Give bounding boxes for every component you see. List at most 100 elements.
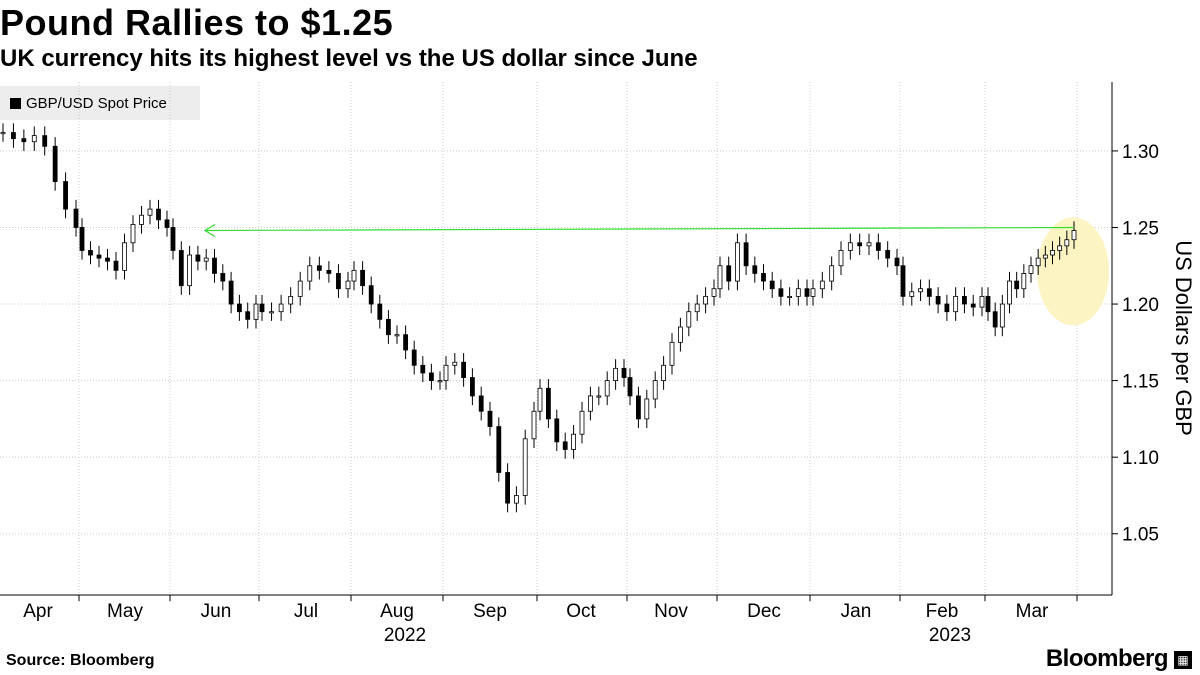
- candle-body: [761, 273, 766, 282]
- candle-body: [31, 135, 37, 143]
- candle-body: [505, 472, 511, 504]
- bloomberg-logo: Bloomberg: [1045, 645, 1169, 672]
- candle-body: [88, 250, 93, 256]
- candle-body: [571, 433, 576, 450]
- x-tick-label: Feb: [926, 601, 959, 622]
- y-axis-title: US Dollars per GBP: [1171, 240, 1196, 436]
- candle-body: [79, 227, 85, 251]
- candle-body: [678, 326, 683, 343]
- candle-body: [411, 349, 417, 366]
- candle-body: [203, 257, 209, 262]
- candle-body: [487, 410, 493, 427]
- candle-body: [522, 438, 528, 496]
- candle-body: [42, 135, 48, 147]
- candle-body: [496, 426, 502, 473]
- x-tick-label: Jul: [294, 601, 318, 622]
- candle-body: [147, 208, 153, 216]
- candle-body: [0, 132, 6, 135]
- candle-body: [885, 250, 891, 259]
- candle-body: [420, 364, 426, 374]
- highlight-circle: [1037, 217, 1109, 326]
- arrow-head: [203, 223, 216, 237]
- candle-body: [829, 265, 835, 282]
- highlight-layer: [1037, 217, 1109, 326]
- candle-body: [644, 398, 650, 420]
- candle-body: [195, 254, 201, 262]
- candle-body: [579, 410, 585, 435]
- x-tick-label: Nov: [654, 601, 688, 622]
- candle-body: [588, 395, 593, 412]
- tick-labels: 1.30 1.25 1.20 1.15 1.10 1.05 Apr May Jun Jul Aug S…: [23, 142, 1196, 646]
- candle-body: [105, 257, 110, 262]
- y-tick-label: 1.20: [1122, 295, 1159, 316]
- candle-body: [73, 208, 79, 228]
- candle-body: [918, 288, 923, 293]
- candle-body: [669, 341, 675, 366]
- y-tick-label: 1.10: [1122, 448, 1159, 469]
- candle-body: [838, 250, 844, 267]
- candle-body: [11, 132, 16, 140]
- candle-body: [385, 318, 391, 336]
- candle-body: [979, 295, 985, 308]
- candle-body: [170, 227, 176, 251]
- candle-body: [269, 311, 274, 314]
- candle-body: [164, 219, 170, 228]
- candle-body: [403, 334, 409, 351]
- candle-body: [857, 242, 863, 247]
- x-tick-label: Oct: [566, 601, 596, 622]
- year-label: 2022: [384, 625, 426, 646]
- candle-body: [537, 387, 543, 412]
- candle-body: [652, 380, 658, 400]
- candle-body: [469, 377, 475, 397]
- annotation-layer: [203, 223, 1075, 237]
- legend-swatch: [10, 97, 21, 109]
- candle-body: [613, 367, 618, 382]
- candle-body: [253, 303, 259, 320]
- candle-body: [360, 269, 366, 287]
- candle-body: [351, 269, 357, 282]
- candle-body: [953, 295, 959, 313]
- candle-body: [1028, 265, 1034, 274]
- candle-body: [819, 280, 825, 290]
- candle-body: [999, 303, 1005, 328]
- candle-body: [769, 280, 775, 290]
- year-label: 2023: [929, 625, 971, 646]
- arrow-line: [204, 226, 1075, 232]
- candle-body: [847, 242, 853, 251]
- candle-body: [228, 280, 234, 305]
- source-note: Source: Bloomberg: [6, 652, 155, 669]
- candle-body: [452, 361, 458, 366]
- candle-body: [686, 311, 692, 328]
- candle-body: [900, 265, 906, 297]
- candle-body: [130, 224, 136, 244]
- candle-body: [992, 311, 998, 328]
- candle-body: [220, 273, 226, 282]
- candle-body: [562, 441, 568, 450]
- candle-body: [985, 295, 991, 313]
- candle-body: [726, 265, 732, 282]
- candle-body: [326, 269, 332, 274]
- y-tick-label: 1.30: [1122, 142, 1159, 163]
- candle-body: [875, 242, 881, 251]
- candle-body: [636, 395, 641, 420]
- candle-body: [717, 265, 723, 290]
- candle-body: [743, 242, 749, 267]
- candle-body: [554, 418, 560, 443]
- candle-body: [461, 361, 467, 378]
- candle-body: [661, 364, 666, 382]
- candle-body: [1021, 273, 1027, 290]
- candle-body: [926, 288, 932, 297]
- candle-body: [122, 242, 127, 271]
- candle-body: [787, 295, 792, 298]
- y-tick-label: 1.15: [1122, 372, 1159, 393]
- candle-body: [1007, 280, 1012, 305]
- candle-body: [711, 288, 717, 297]
- candle-body: [970, 303, 976, 308]
- x-tick-label: Jan: [841, 601, 872, 622]
- candle-body: [804, 288, 810, 297]
- candle-body: [52, 145, 58, 182]
- candle-body: [810, 288, 816, 297]
- candle-body: [278, 303, 284, 313]
- candle-body: [944, 303, 950, 313]
